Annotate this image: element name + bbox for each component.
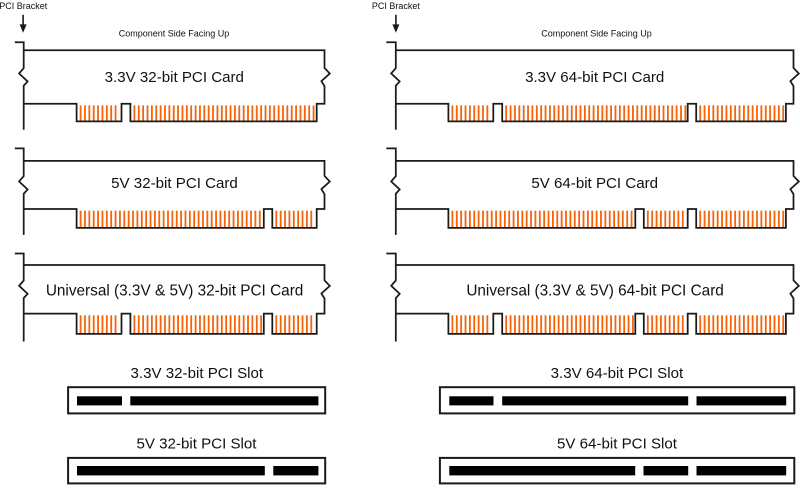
svg-text:3.3V 32-bit PCI Card: 3.3V 32-bit PCI Card [105,69,244,86]
svg-text:5V 64-bit PCI Card: 5V 64-bit PCI Card [531,175,658,192]
svg-text:3.3V 32-bit PCI Slot: 3.3V 32-bit PCI Slot [131,365,264,382]
svg-text:Component Side Facing Up: Component Side Facing Up [541,28,652,38]
svg-text:Universal (3.3V & 5V) 64-bit P: Universal (3.3V & 5V) 64-bit PCI Card [466,282,724,299]
svg-text:5V 32-bit PCI Slot: 5V 32-bit PCI Slot [137,435,258,452]
svg-text:PCI Bracket: PCI Bracket [0,1,48,11]
svg-text:Component Side Facing Up: Component Side Facing Up [119,28,230,38]
svg-text:3.3V 64-bit PCI Slot: 3.3V 64-bit PCI Slot [551,365,684,382]
svg-text:3.3V 64-bit PCI Card: 3.3V 64-bit PCI Card [525,69,664,86]
svg-text:5V 64-bit PCI Slot: 5V 64-bit PCI Slot [557,435,678,452]
svg-text:PCI Bracket: PCI Bracket [372,1,421,11]
svg-text:Universal (3.3V & 5V) 32-bit P: Universal (3.3V & 5V) 32-bit PCI Card [46,282,304,299]
svg-text:5V 32-bit PCI Card: 5V 32-bit PCI Card [111,175,238,192]
